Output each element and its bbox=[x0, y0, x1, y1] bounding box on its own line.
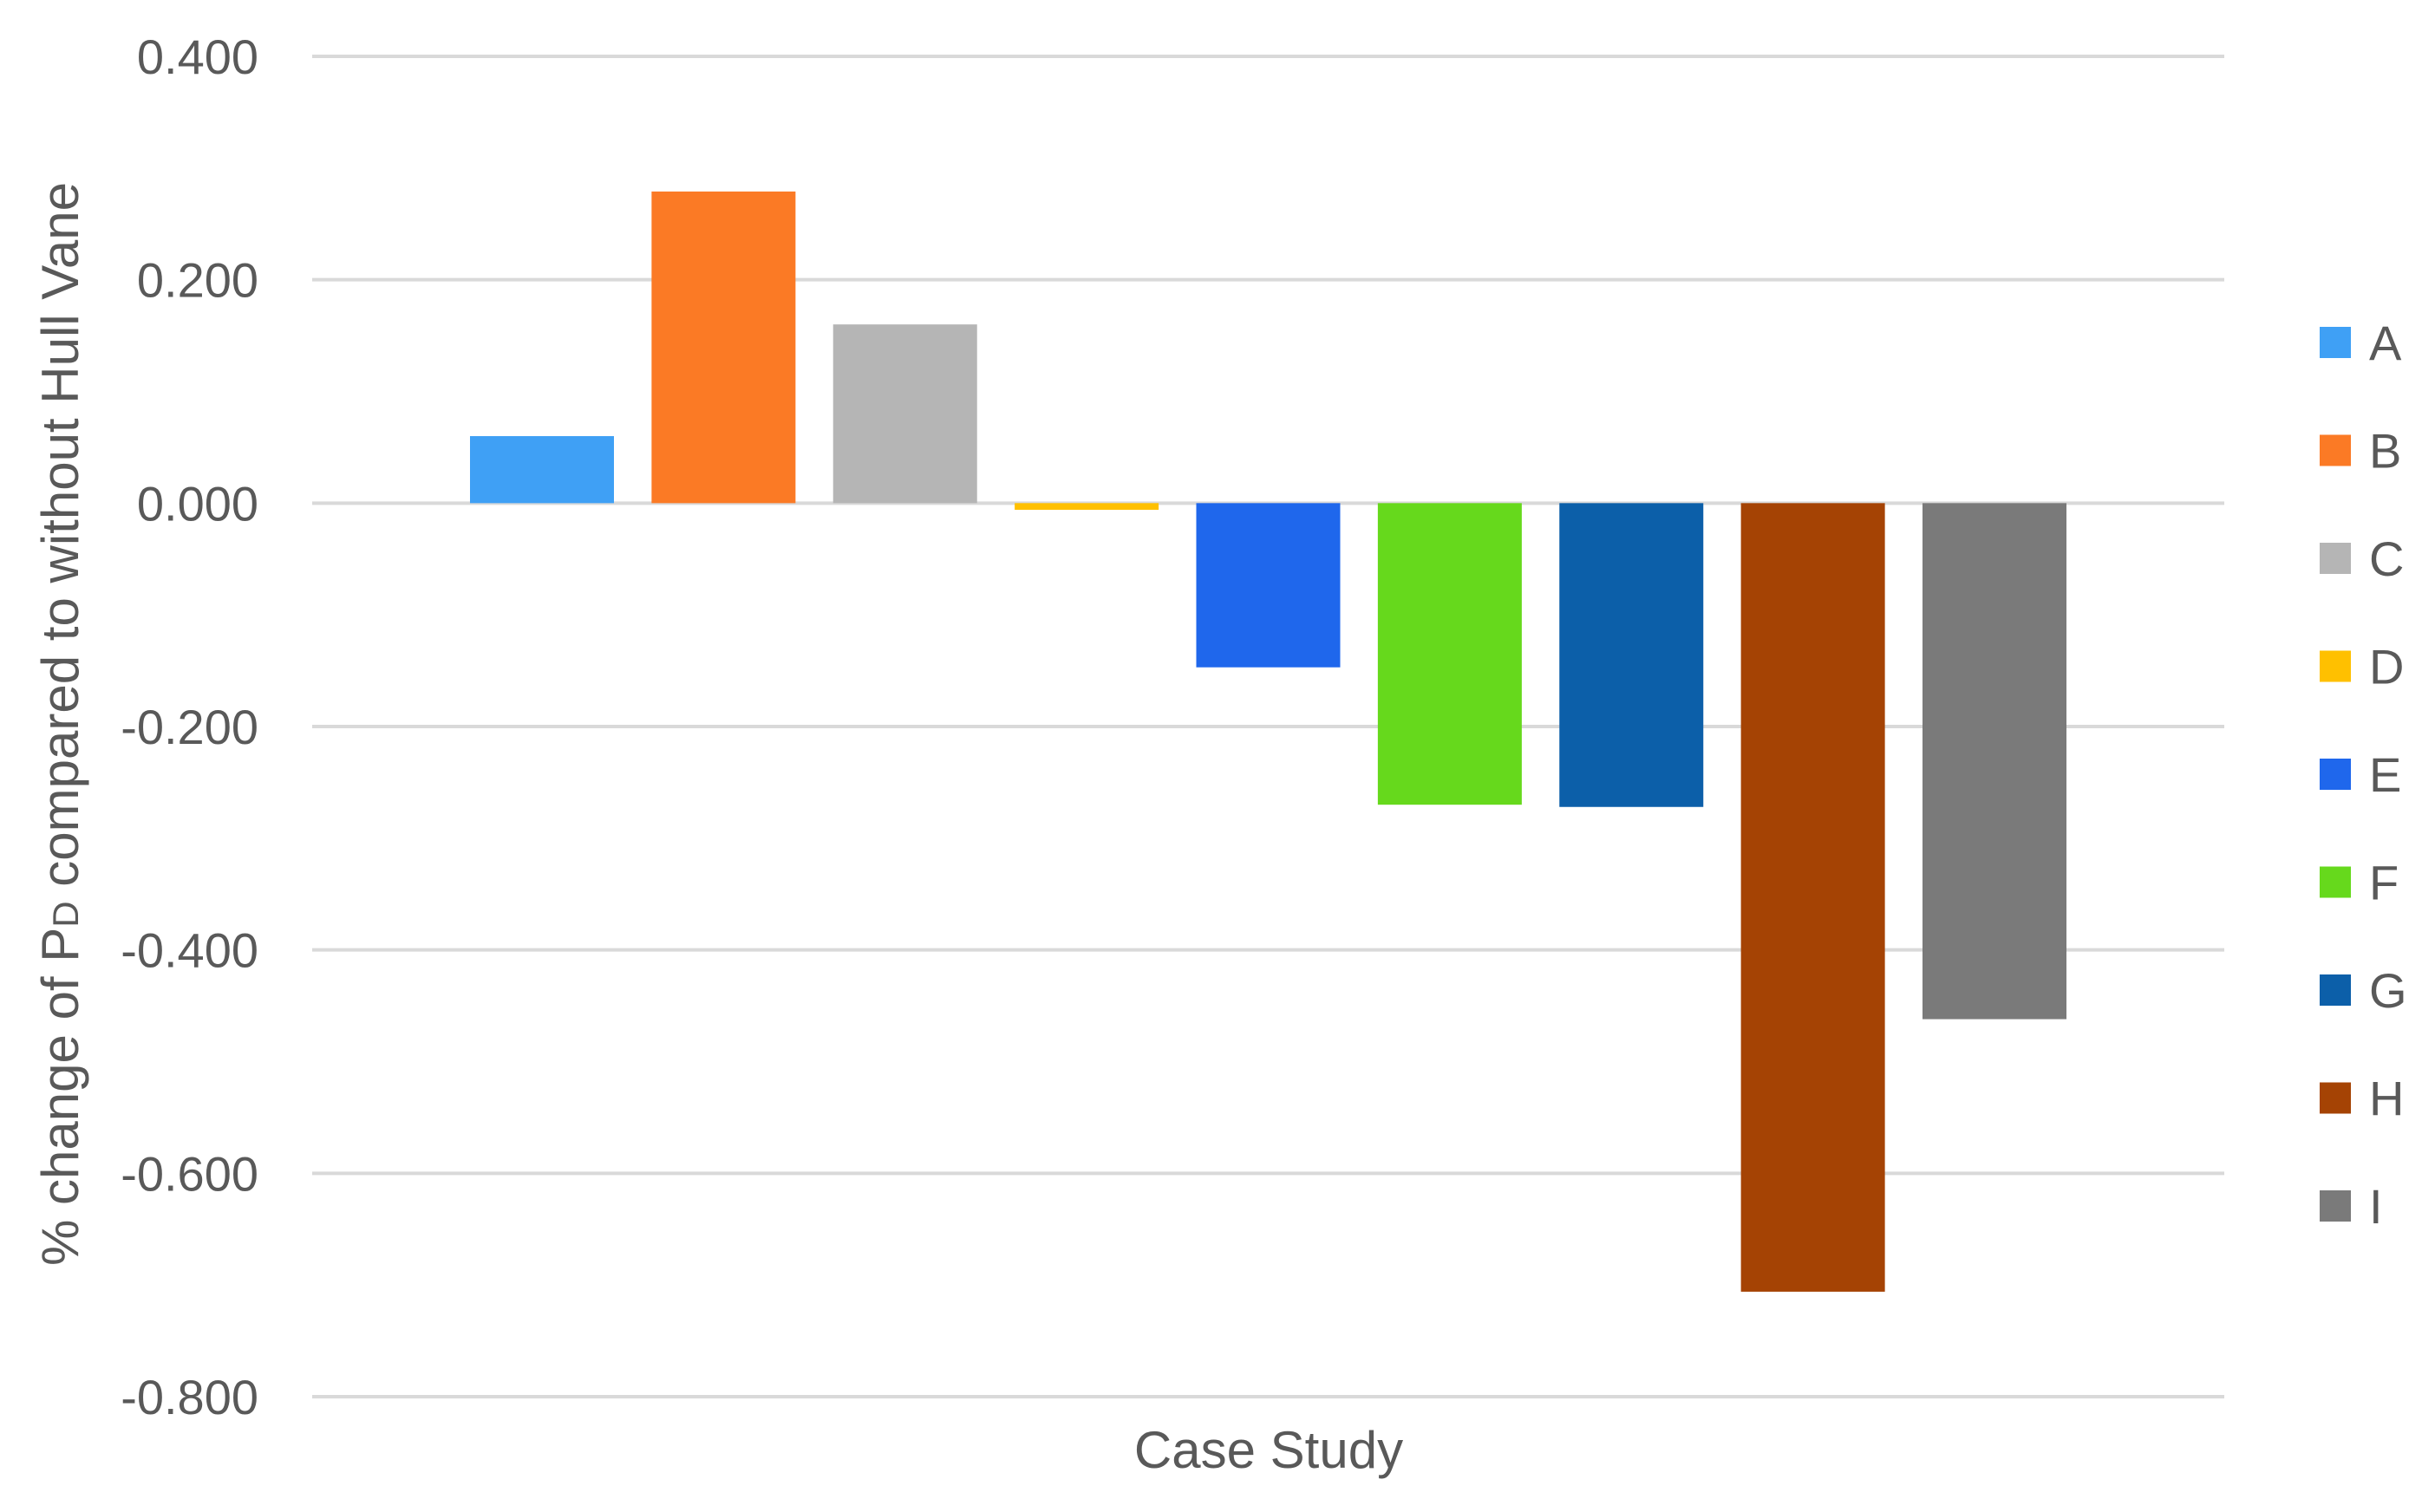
legend-label-h: H bbox=[2369, 1072, 2404, 1126]
legend-swatch-g bbox=[2320, 974, 2351, 1006]
y-tick-label: 0.200 bbox=[137, 253, 258, 308]
legend-label-a: A bbox=[2369, 316, 2402, 370]
legend-swatch-d bbox=[2320, 650, 2351, 682]
legend-label-g: G bbox=[2369, 963, 2407, 1018]
y-axis-title-subscript: D bbox=[45, 901, 86, 927]
legend-label-f: F bbox=[2369, 856, 2399, 910]
legend-swatch-c bbox=[2320, 543, 2351, 574]
y-tick-label: 0.000 bbox=[137, 476, 258, 531]
bar-d bbox=[1015, 503, 1159, 511]
legend-swatch-b bbox=[2320, 434, 2351, 466]
bar-a bbox=[470, 436, 614, 504]
y-tick-label: -0.600 bbox=[121, 1146, 258, 1201]
legend-swatch-e bbox=[2320, 759, 2351, 790]
legend-label-b: B bbox=[2369, 424, 2401, 479]
legend-swatch-a bbox=[2320, 327, 2351, 358]
legend-label-e: E bbox=[2369, 747, 2401, 802]
y-tick-label: -0.800 bbox=[121, 1370, 258, 1424]
bar-g bbox=[1559, 503, 1704, 807]
legend-swatch-h bbox=[2320, 1082, 2351, 1114]
y-tick-label: 0.400 bbox=[137, 29, 258, 84]
legend-label-d: D bbox=[2369, 640, 2404, 694]
y-tick-label: -0.400 bbox=[121, 923, 258, 978]
legend-swatch-f bbox=[2320, 866, 2351, 898]
bar-b bbox=[651, 191, 796, 504]
y-axis-title-main: % change of P bbox=[31, 928, 89, 1266]
bar-e bbox=[1196, 503, 1341, 668]
y-tick-label: -0.200 bbox=[121, 700, 258, 754]
y-axis-title-rest: compared to without Hull Vane bbox=[31, 182, 89, 901]
bar-f bbox=[1377, 503, 1522, 805]
x-axis-title: Case Study bbox=[1134, 1421, 1403, 1479]
bar-i bbox=[1923, 503, 2066, 1020]
bar-h bbox=[1740, 503, 1885, 1292]
legend-label-i: I bbox=[2369, 1179, 2383, 1234]
bar-c bbox=[832, 324, 977, 504]
y-axis-title: % change of PD compared to without Hull … bbox=[31, 182, 89, 1266]
bars bbox=[470, 191, 2066, 1292]
legend-swatch-i bbox=[2320, 1190, 2351, 1222]
y-axis-tick-labels: 0.400 0.200 0.000 -0.200 -0.400 -0.600 -0.800 bbox=[121, 29, 258, 1424]
legend-label-c: C bbox=[2369, 531, 2404, 586]
